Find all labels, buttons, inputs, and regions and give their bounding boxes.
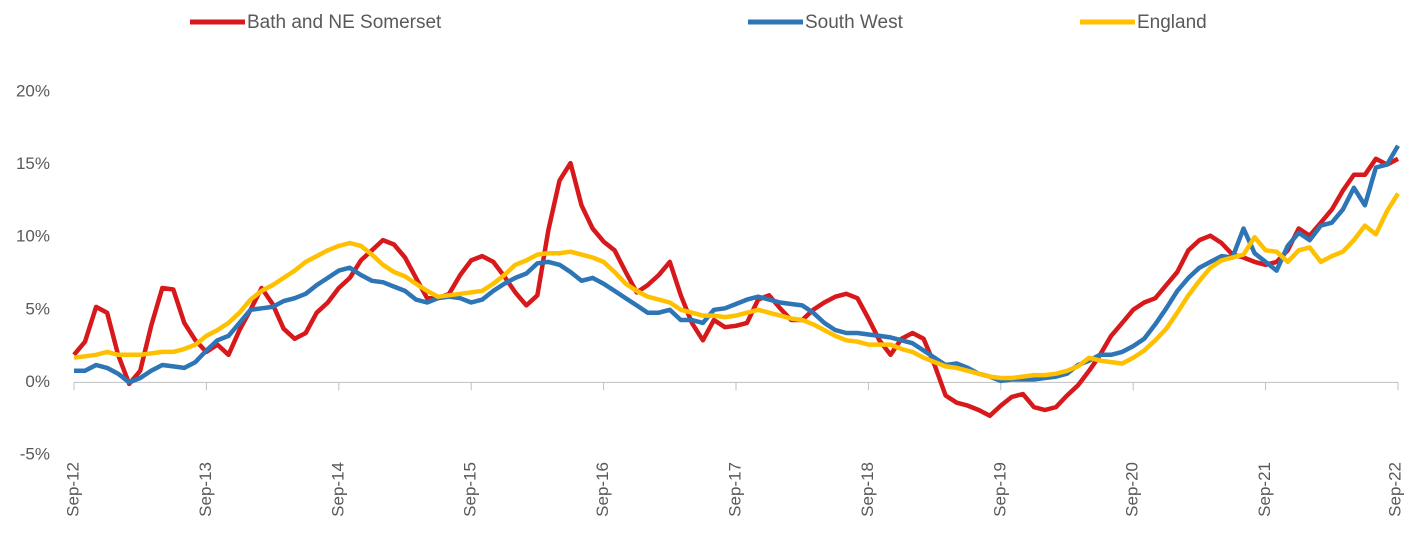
y-tick-label: 5%: [25, 299, 50, 318]
data-line: [73, 192, 1400, 381]
y-tick-label: 15%: [16, 154, 50, 173]
y-tick-label: 20%: [16, 81, 50, 100]
legend-label: South West: [805, 12, 904, 33]
y-tick-label: 10%: [16, 227, 50, 246]
x-tick-label: Sep-19: [990, 462, 1009, 517]
legend-label: England: [1137, 12, 1207, 33]
x-tick-label: Sep-22: [1385, 462, 1404, 517]
y-tick-label: 0%: [25, 372, 50, 391]
x-tick-label: Sep-18: [858, 462, 877, 517]
x-tick-label: Sep-21: [1255, 462, 1274, 517]
x-tick-label: Sep-16: [593, 462, 612, 517]
x-tick-label: Sep-17: [725, 462, 744, 517]
data-line: [74, 144, 1400, 385]
x-tick-label: Sep-13: [196, 462, 215, 517]
y-tick-label: -5%: [20, 444, 50, 463]
x-tick-label: Sep-15: [461, 462, 480, 517]
legend-label: Bath and NE Somerset: [247, 12, 442, 33]
x-tick-label: Sep-14: [328, 462, 347, 517]
x-tick-label: Sep-12: [63, 462, 82, 517]
data-line: [72, 156, 1400, 419]
x-tick-label: Sep-20: [1123, 462, 1142, 517]
